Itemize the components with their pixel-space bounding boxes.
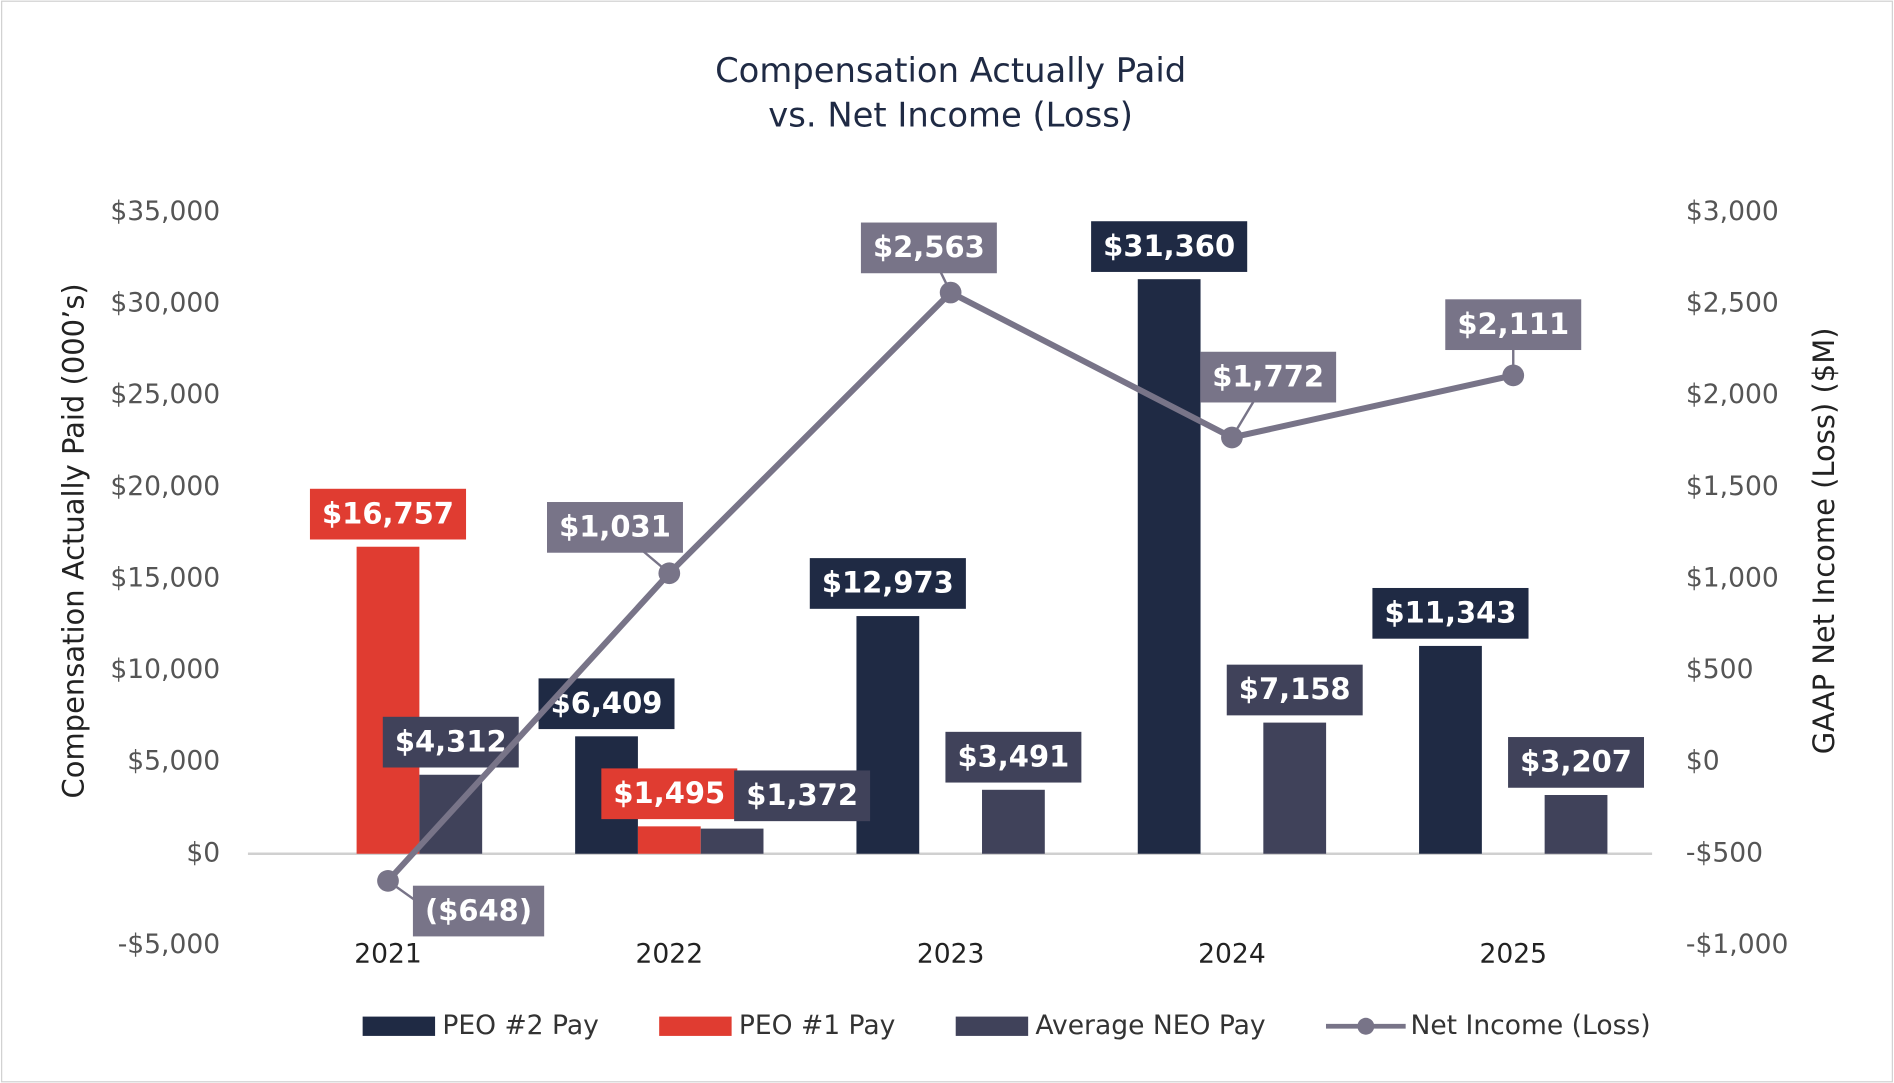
data-label-box <box>1445 299 1582 351</box>
line-point <box>377 870 399 892</box>
x-tick-label: 2025 <box>1479 939 1547 970</box>
y2-tick-label: $1,500 <box>1686 471 1779 502</box>
bar <box>982 789 1045 854</box>
chart-title: vs. Net Income (Loss) <box>768 96 1133 135</box>
y2-axis-label: GAAP Net Income (Loss) ($M) <box>1807 327 1841 754</box>
data-label-box <box>734 770 871 822</box>
data-label-text: $2,563 <box>873 230 985 264</box>
data-label-text: $16,757 <box>322 496 454 530</box>
x-tick-label: 2024 <box>1198 939 1266 970</box>
data-label-box <box>945 731 1082 783</box>
bar <box>700 828 764 854</box>
legend-swatch <box>1357 1017 1375 1035</box>
data-label-text: $31,360 <box>1103 229 1235 263</box>
data-label: $6,409 <box>538 678 675 730</box>
data-label: $1,772 <box>1200 351 1337 403</box>
legend-label: PEO #2 Pay <box>442 1010 598 1041</box>
data-label: $12,973 <box>809 558 966 609</box>
bar <box>1544 794 1608 854</box>
y2-tick-label: -$1,000 <box>1686 929 1788 960</box>
data-label-text: $7,158 <box>1239 672 1351 706</box>
y-tick-label: $0 <box>186 837 220 868</box>
y2-tick-label: $3,000 <box>1686 196 1779 227</box>
data-label: $1,372 <box>734 770 871 822</box>
data-label-box <box>809 558 966 609</box>
y-tick-label: $20,000 <box>110 471 220 502</box>
y-tick-label: $10,000 <box>110 654 220 685</box>
bar <box>1263 722 1327 854</box>
data-label-text: $3,491 <box>958 739 1070 773</box>
line-point <box>658 562 681 585</box>
data-label-box <box>1508 737 1645 788</box>
legend-swatch <box>659 1016 732 1036</box>
legend-swatch <box>362 1016 436 1036</box>
data-label-box <box>1372 587 1529 639</box>
y2-tick-label: -$500 <box>1686 837 1763 868</box>
data-label: $2,111 <box>1445 299 1582 351</box>
x-tick-label: 2021 <box>354 939 422 970</box>
y-tick-label: $30,000 <box>110 288 220 319</box>
legend-label: Net Income (Loss) <box>1411 1010 1651 1041</box>
data-label: $3,491 <box>945 731 1082 783</box>
line-point <box>1221 426 1243 449</box>
y-axis-label: Compensation Actually Paid (000’s) <box>56 283 90 798</box>
data-label-box <box>1226 664 1363 716</box>
data-label: $7,158 <box>1226 664 1363 716</box>
data-label: $16,757 <box>309 488 467 540</box>
data-label: $3,207 <box>1508 737 1645 788</box>
bar <box>637 826 701 854</box>
data-label: ($648) <box>412 885 545 937</box>
line-point <box>1502 364 1525 387</box>
data-label-text: $2,111 <box>1457 307 1569 341</box>
data-label: $31,360 <box>1091 221 1248 272</box>
data-label: $2,563 <box>860 222 997 274</box>
y-tick-label: $15,000 <box>110 562 220 593</box>
y-tick-label: $35,000 <box>110 196 220 227</box>
bar <box>1137 279 1201 854</box>
y2-tick-label: $1,000 <box>1686 562 1779 593</box>
x-tick-label: 2023 <box>917 939 985 970</box>
y-tick-label: $25,000 <box>110 379 220 410</box>
data-label-box <box>601 768 738 820</box>
data-label-text: $6,409 <box>551 686 663 720</box>
data-label-text: $1,495 <box>613 776 725 810</box>
y-tick-label: $5,000 <box>127 746 220 777</box>
data-label-box <box>860 222 997 274</box>
data-label-text: $11,343 <box>1384 596 1516 630</box>
legend-label: PEO #1 Pay <box>739 1010 895 1041</box>
legend-label: Average NEO Pay <box>1035 1010 1265 1041</box>
data-label: $1,495 <box>601 768 738 820</box>
y2-tick-label: $0 <box>1686 746 1720 777</box>
data-label-box <box>412 885 545 937</box>
data-label-text: $12,973 <box>822 566 954 600</box>
data-label-text: ($648) <box>425 893 532 927</box>
data-label: $1,031 <box>547 502 683 553</box>
data-label: $11,343 <box>1372 587 1529 639</box>
y2-tick-label: $2,000 <box>1686 379 1779 410</box>
bar <box>356 546 420 854</box>
x-tick-label: 2022 <box>636 939 704 970</box>
data-label-box <box>1091 221 1248 272</box>
data-label-box <box>547 502 683 553</box>
data-label-box <box>1200 351 1337 403</box>
data-label-box <box>309 488 467 540</box>
data-label-box <box>538 678 675 730</box>
data-label-text: $4,312 <box>395 724 507 758</box>
y2-tick-label: $500 <box>1686 654 1754 685</box>
legend-swatch <box>955 1016 1029 1036</box>
data-label-text: $3,207 <box>1520 745 1632 779</box>
bar <box>1419 645 1482 854</box>
data-label-text: $1,372 <box>746 778 858 812</box>
y-tick-label: -$5,000 <box>118 929 220 960</box>
data-label-text: $1,772 <box>1212 359 1324 393</box>
y2-tick-label: $2,500 <box>1686 288 1779 319</box>
data-label-text: $1,031 <box>559 510 671 544</box>
chart-title: Compensation Actually Paid <box>715 51 1186 90</box>
line-point <box>939 281 962 304</box>
